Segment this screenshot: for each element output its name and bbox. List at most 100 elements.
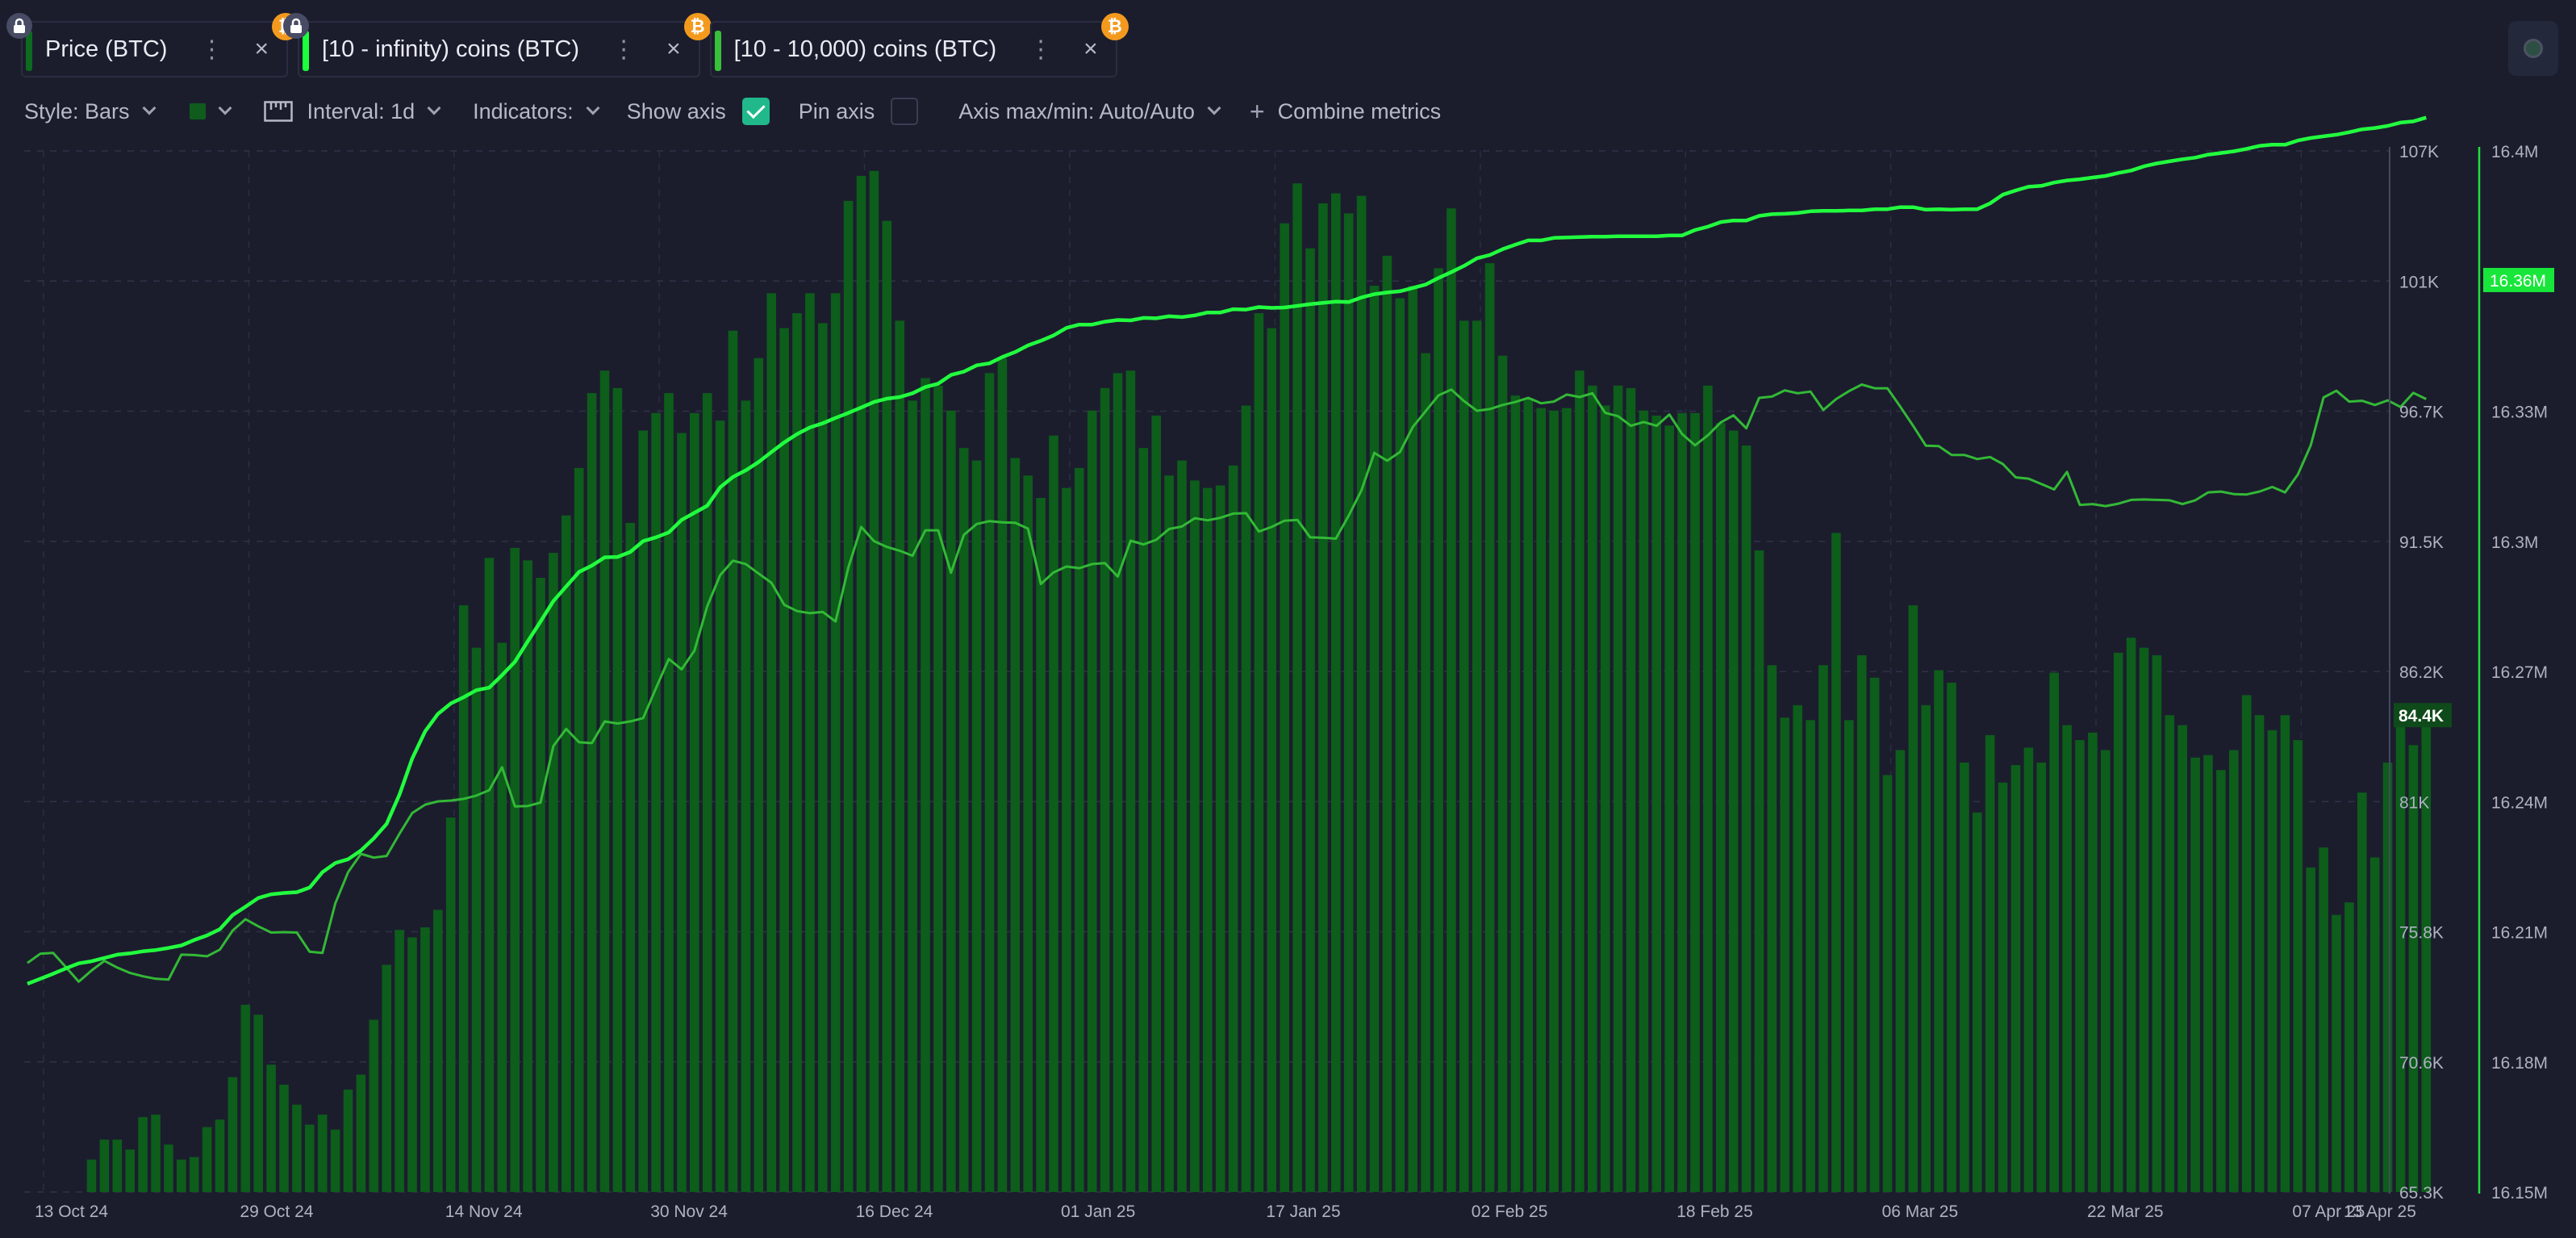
price-bar [1318, 203, 1328, 1193]
price-bar [305, 1124, 315, 1192]
price-bar [2088, 732, 2098, 1192]
price-bar [958, 448, 969, 1192]
price-bar [266, 1064, 276, 1192]
price-bar [587, 393, 597, 1193]
price-bar [1113, 373, 1123, 1192]
tab-price-btc[interactable]: Price (BTC) ⋮ × ₿ [6, 13, 299, 77]
pin-axis-checkbox[interactable] [891, 98, 919, 125]
price-bar [1049, 435, 1058, 1192]
series-color-bar [302, 31, 309, 71]
price-bar [1818, 665, 1828, 1192]
price-bar [420, 927, 430, 1192]
price-bar [138, 1117, 148, 1192]
price-bar [1844, 720, 1854, 1192]
x-axis-tick-label: 17 Jan 25 [1266, 1202, 1340, 1221]
interval-dropdown[interactable]: Interval: 1d [263, 99, 441, 124]
style-dropdown[interactable]: Style: Bars [24, 99, 157, 124]
price-bar [1421, 353, 1430, 1192]
price-bar [1100, 387, 1110, 1192]
combine-metrics-button[interactable]: + Combine metrics [1250, 97, 1441, 127]
x-axis-tick-label: 13 Apr 25 [2344, 1202, 2416, 1221]
price-bar [984, 373, 995, 1192]
x-axis-tick-label: 18 Feb 25 [1676, 1202, 1753, 1221]
left-axis-tick-label: 65.3K [2399, 1184, 2444, 1202]
axes: 107K 16.4M 101K 16.36M 96.7K 16.33M 91.5K 16.3M… [35, 143, 2554, 1221]
price-bar [510, 547, 520, 1192]
price-bar [1793, 705, 1802, 1192]
close-icon[interactable]: × [254, 36, 269, 62]
price-bar [356, 1074, 366, 1192]
price-bar [971, 460, 982, 1192]
price-bar [946, 410, 956, 1192]
price-bar [921, 378, 930, 1192]
price-bar [1408, 286, 1417, 1193]
price-bar [497, 642, 507, 1192]
price-bar [1664, 425, 1674, 1192]
axis-maxmin-dropdown[interactable]: Axis max/min: Auto/Auto [958, 99, 1221, 124]
price-bar [1690, 412, 1700, 1192]
bitcoin-icon: ₿ [683, 13, 712, 40]
price-bar [433, 910, 443, 1192]
current-holdings-label: 16.36M [2490, 272, 2546, 291]
price-bar [164, 1144, 173, 1192]
pin-axis-label: Pin axis [798, 98, 875, 123]
tab-10-10000-coins[interactable]: [10 - 10,000) coins (BTC) ⋮ × ₿ [709, 13, 1129, 77]
price-bar [2344, 902, 2354, 1192]
price-bar [2113, 652, 2123, 1192]
price-bar [2229, 750, 2239, 1192]
price-bar [2165, 715, 2175, 1192]
more-options-icon[interactable]: ⋮ [612, 36, 637, 63]
right-axis-tick-label: 16.3M [2491, 533, 2538, 552]
price-bar [599, 370, 610, 1192]
price-bar [1895, 750, 1906, 1192]
price-bar [1973, 812, 1982, 1192]
price-bar [715, 420, 725, 1192]
show-axis-checkbox[interactable] [741, 98, 770, 125]
more-options-icon[interactable]: ⋮ [199, 36, 224, 63]
x-axis-tick-label: 13 Oct 24 [35, 1202, 108, 1221]
indicators-dropdown[interactable]: Indicators: [473, 99, 600, 124]
price-bar [2280, 715, 2290, 1192]
x-axis-tick-label: 01 Jan 25 [1061, 1202, 1135, 1221]
price-bar [2421, 715, 2432, 1192]
close-icon[interactable]: × [1083, 36, 1098, 62]
tab-10-infinity-coins[interactable]: [10 - infinity) coins (BTC) ⋮ × ₿ [282, 13, 712, 77]
lock-icon[interactable] [282, 13, 309, 39]
price-bar [1767, 665, 1777, 1192]
price-bar [445, 817, 456, 1192]
lock-icon[interactable] [6, 13, 32, 39]
series-color-bar [714, 31, 721, 71]
current-price-badge [2394, 703, 2452, 728]
more-options-icon[interactable]: ⋮ [1029, 36, 1054, 63]
tab-label: Price (BTC) [45, 36, 168, 62]
pin-axis-toggle[interactable]: Pin axis [799, 98, 919, 125]
price-bar [1267, 328, 1277, 1193]
color-picker[interactable] [189, 101, 232, 119]
price-bar [240, 1004, 251, 1192]
price-bar [1626, 387, 1636, 1192]
price-bar [177, 1159, 186, 1192]
price-bar [1075, 467, 1084, 1192]
price-bar [1728, 430, 1739, 1192]
close-icon[interactable]: × [666, 36, 681, 62]
price-bar [754, 358, 764, 1193]
price-bar [343, 1090, 353, 1192]
price-bar [830, 293, 841, 1192]
price-bar [1228, 465, 1238, 1192]
price-bar [1343, 213, 1354, 1192]
price-bar [1510, 395, 1521, 1192]
show-axis-toggle[interactable]: Show axis [627, 98, 770, 125]
price-bar [1588, 385, 1597, 1192]
price-bar [1447, 208, 1456, 1192]
price-bar [1459, 320, 1469, 1192]
price-bar [1472, 320, 1482, 1192]
status-toggle-button[interactable] [2508, 21, 2558, 76]
right-axis-tick-label: 16.4M [2491, 143, 2538, 161]
price-bars [86, 170, 2432, 1193]
x-axis-tick-label: 06 Mar 25 [1882, 1202, 1959, 1221]
price-bar [2267, 730, 2277, 1192]
price-bar [1831, 533, 1841, 1192]
price-bar [2036, 762, 2047, 1192]
series-lines [27, 115, 2427, 986]
